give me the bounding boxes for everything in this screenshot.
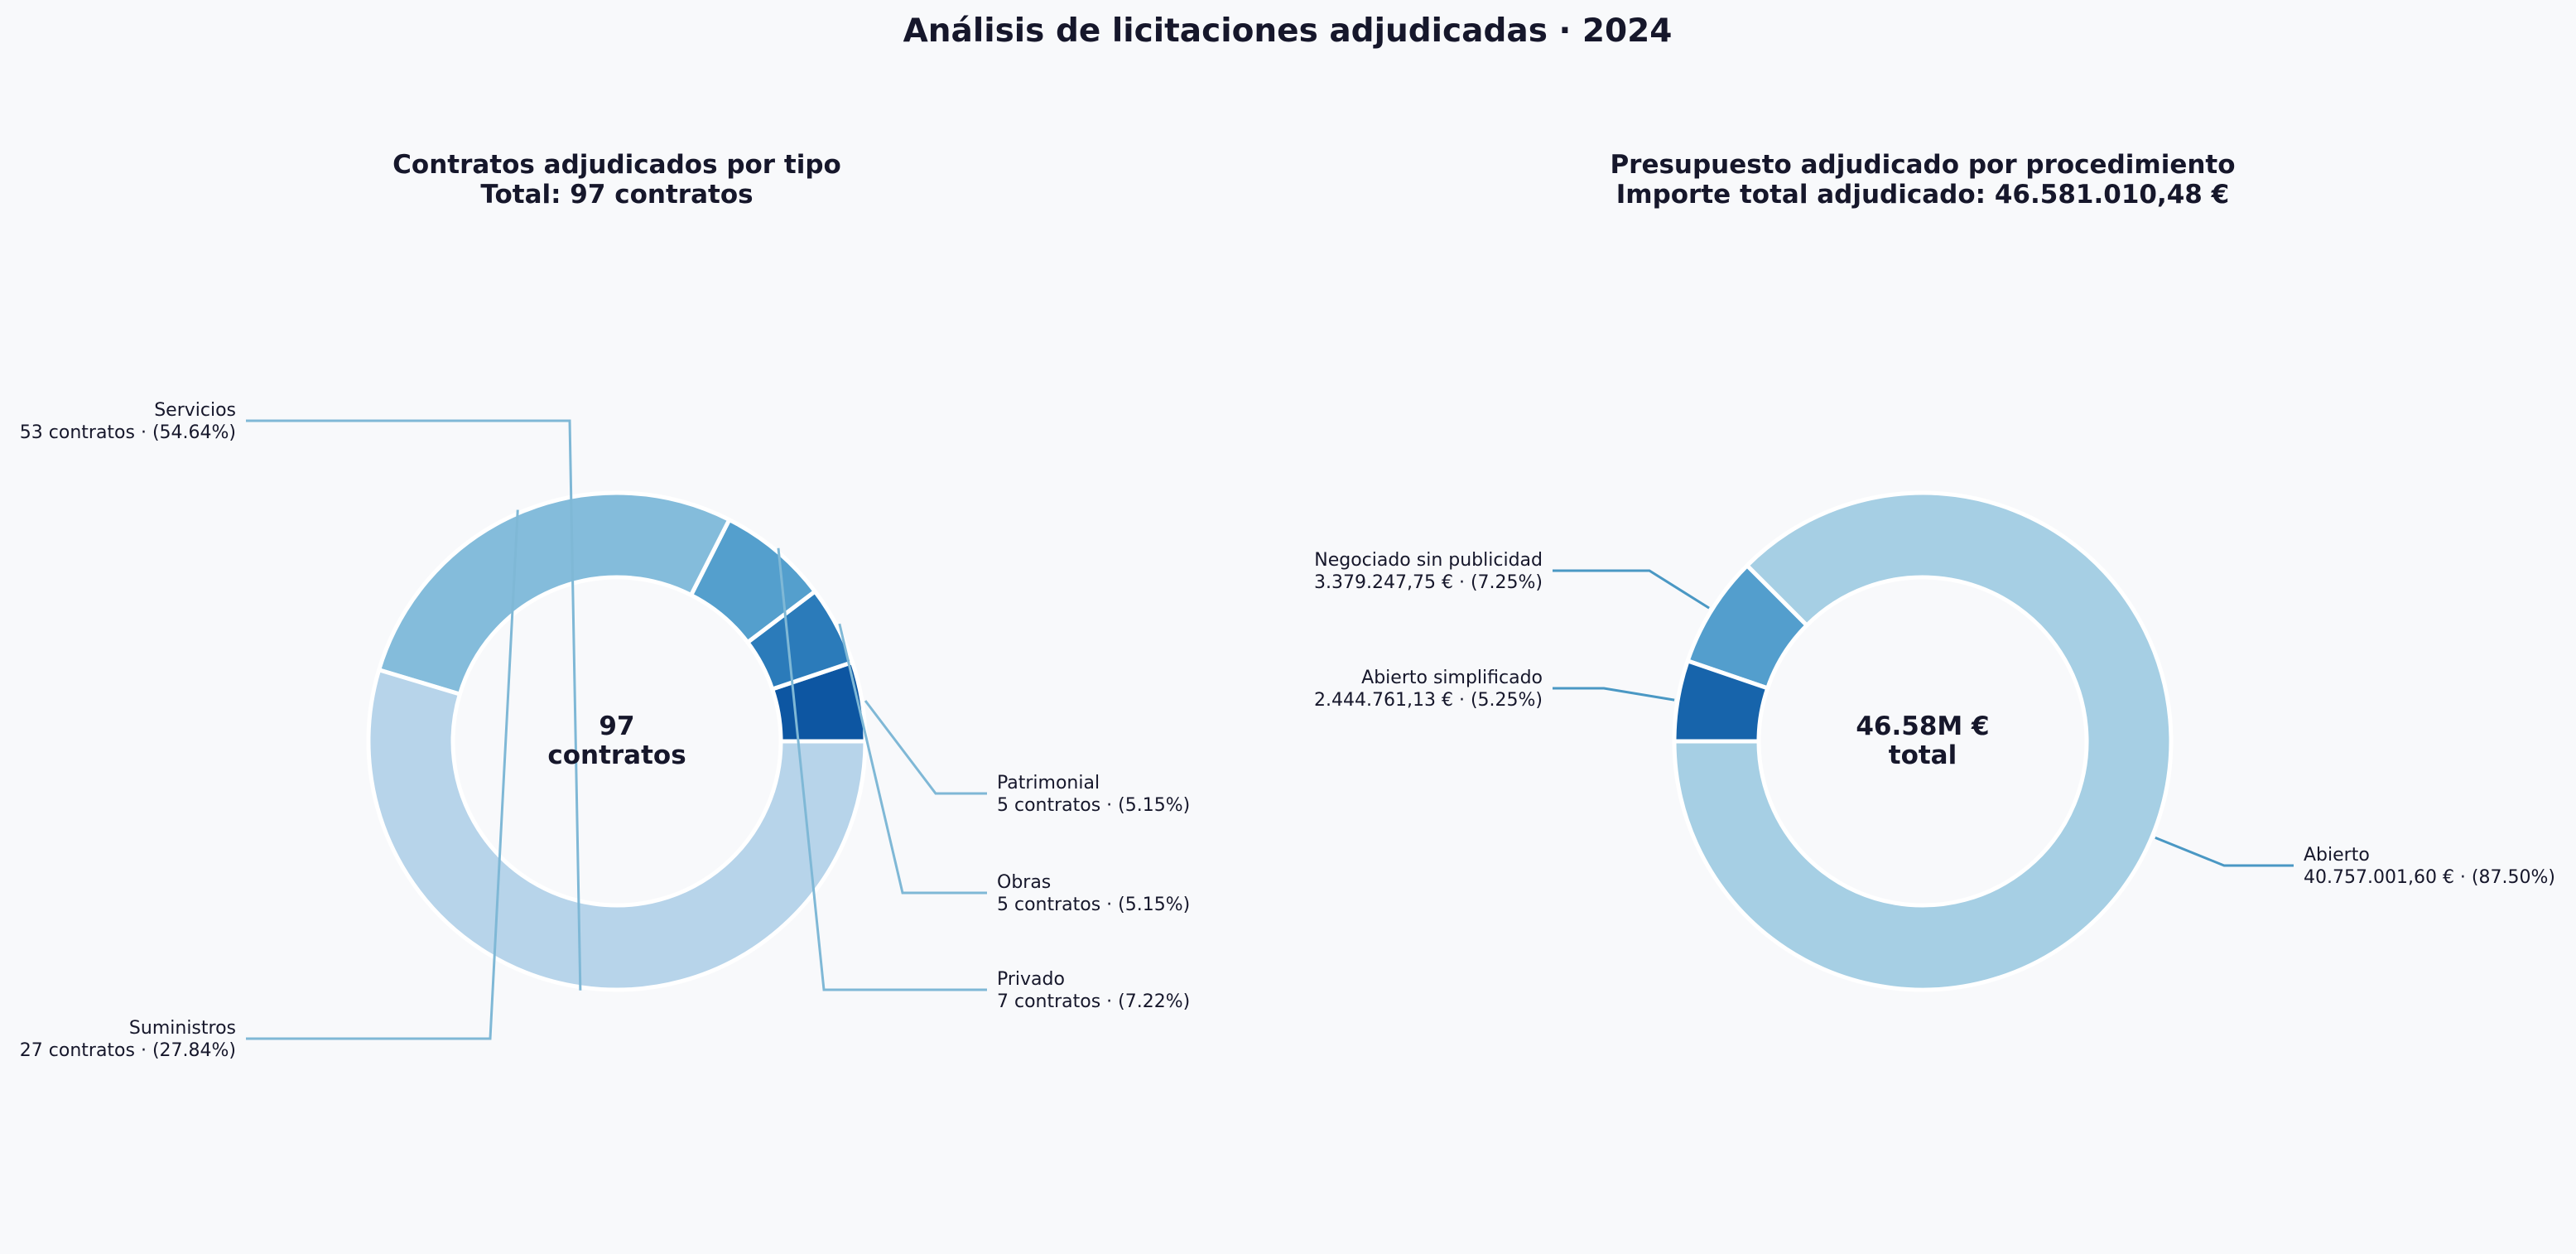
- slice-value-label-privado: 7 contratos · (7.22%): [997, 991, 1190, 1012]
- slice-label-abierto: Abierto: [2304, 845, 2370, 866]
- slice-label-privado: Privado: [997, 969, 1065, 990]
- slice-suministros: [377, 490, 732, 697]
- leader-lines: [1553, 569, 2294, 867]
- slice-value-label-negociado-sin-publicidad: 3.379.247,75 € · (7.25%): [1314, 572, 1543, 593]
- center-caption: total: [1889, 740, 1957, 770]
- panel-budget-by-procedure: Presupuesto adjudicado por procedimiento…: [1314, 150, 2555, 992]
- slice-label-obras: Obras: [997, 872, 1051, 893]
- panel-title: Presupuesto adjudicado por procedimiento: [1610, 150, 2235, 180]
- slice-value-label-servicios: 53 contratos · (54.64%): [20, 422, 236, 443]
- slice-label-abierto-simplificado: Abierto simplificado: [1361, 668, 1543, 688]
- center-caption: contratos: [547, 740, 686, 770]
- slice-abierto: [1672, 490, 2174, 992]
- panel-subtitle: Importe total adjudicado: 46.581.010,48 …: [1616, 180, 2230, 210]
- panel-contracts-by-type: Contratos adjudicados por tipo Total: 97…: [20, 150, 1190, 1061]
- leader-lines: [246, 419, 987, 1040]
- leader-line-obras: [838, 623, 987, 895]
- panel-subtitle: Total: 97 contratos: [480, 180, 753, 210]
- slice-label-negociado-sin-publicidad: Negociado sin publicidad: [1314, 550, 1543, 571]
- panel-title: Contratos adjudicados por tipo: [392, 150, 841, 180]
- leader-line-negociado-sin-publicidad: [1553, 569, 1710, 610]
- leader-line-patrimonial: [864, 700, 987, 795]
- center-value: 46.58M €: [1856, 711, 1989, 741]
- leader-line-privado: [777, 547, 987, 991]
- figure-title: Análisis de licitaciones adjudicadas · 2…: [903, 12, 1673, 50]
- slice-servicios: [366, 668, 868, 992]
- leader-line-suministros: [246, 509, 519, 1040]
- center-value: 97: [599, 711, 634, 741]
- slice-value-label-abierto-simplificado: 2.444.761,13 € · (5.25%): [1314, 690, 1543, 711]
- slice-value-label-patrimonial: 5 contratos · (5.15%): [997, 795, 1190, 816]
- slice-label-suministros: Suministros: [129, 1018, 236, 1039]
- slice-abierto-simplificado: [1672, 658, 1770, 744]
- slice-value-label-suministros: 27 contratos · (27.84%): [20, 1040, 236, 1061]
- leader-line-servicios: [246, 419, 582, 991]
- leader-line-abierto: [2155, 836, 2294, 867]
- slice-value-label-abierto: 40.757.001,60 € · (87.50%): [2304, 867, 2555, 888]
- slice-label-patrimonial: Patrimonial: [997, 773, 1100, 793]
- leader-line-abierto-simplificado: [1553, 687, 1675, 702]
- slice-value-label-obras: 5 contratos · (5.15%): [997, 895, 1190, 915]
- donut-chart-budget: [1672, 490, 2174, 992]
- slice-label-servicios: Servicios: [154, 400, 236, 421]
